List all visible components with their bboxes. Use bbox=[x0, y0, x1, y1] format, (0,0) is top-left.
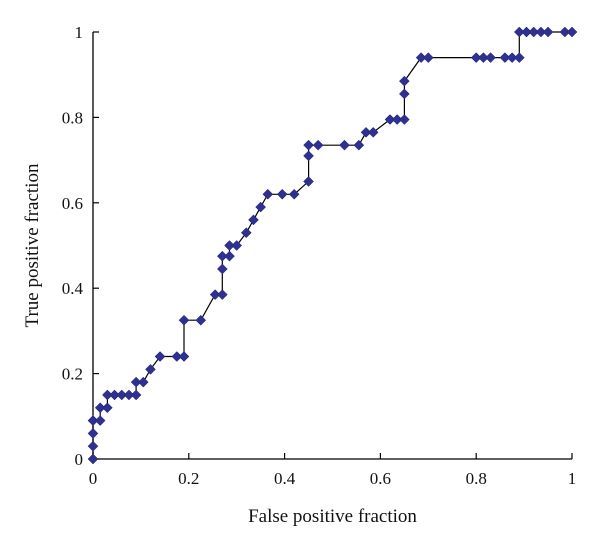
data-point-marker bbox=[102, 389, 113, 401]
data-point-marker bbox=[506, 52, 518, 63]
data-point-marker bbox=[566, 26, 578, 38]
data-point-marker bbox=[415, 52, 427, 63]
data-point-marker bbox=[353, 139, 365, 151]
data-point-marker bbox=[303, 139, 314, 151]
data-point-marker bbox=[87, 415, 99, 426]
x-tick-label: 1 bbox=[568, 469, 577, 488]
data-point-marker bbox=[130, 389, 142, 401]
data-point-marker bbox=[94, 415, 106, 426]
x-axis-title: False positive fraction bbox=[248, 506, 417, 527]
data-point-marker bbox=[470, 52, 482, 63]
data-point-marker bbox=[312, 139, 324, 151]
y-tick-label: 0.4 bbox=[62, 279, 84, 298]
series-group bbox=[87, 26, 578, 465]
data-point-marker bbox=[513, 52, 525, 63]
data-point-marker bbox=[109, 389, 120, 401]
data-point-marker bbox=[542, 26, 554, 38]
y-tick-label: 0 bbox=[75, 450, 84, 469]
data-point-marker bbox=[216, 263, 228, 275]
data-point-marker bbox=[231, 240, 243, 251]
data-point-marker bbox=[478, 52, 489, 63]
x-tick-label: 0.6 bbox=[370, 469, 391, 488]
data-point-marker bbox=[303, 176, 314, 187]
data-point-marker bbox=[224, 250, 235, 262]
data-point-marker bbox=[303, 150, 314, 162]
data-point-marker bbox=[145, 363, 156, 375]
data-point-marker bbox=[224, 240, 235, 251]
data-point-marker bbox=[398, 75, 410, 87]
data-point-marker bbox=[94, 402, 106, 414]
data-point-marker bbox=[123, 389, 135, 401]
data-point-marker bbox=[240, 227, 252, 239]
data-point-marker bbox=[262, 188, 274, 200]
data-point-marker bbox=[87, 428, 99, 439]
data-point-marker bbox=[137, 376, 149, 388]
data-point-marker bbox=[255, 201, 267, 213]
data-point-marker bbox=[391, 114, 403, 125]
data-point-marker bbox=[154, 351, 166, 362]
y-tick-label: 0.2 bbox=[62, 365, 83, 384]
x-tick-label: 0.8 bbox=[466, 469, 487, 488]
data-point-marker bbox=[116, 389, 128, 401]
y-tick-label: 1 bbox=[75, 23, 84, 42]
data-point-marker bbox=[367, 126, 379, 138]
data-point-marker bbox=[87, 440, 99, 452]
roc-curve-line bbox=[92, 31, 572, 459]
data-point-marker bbox=[178, 351, 190, 362]
data-point-marker bbox=[171, 351, 183, 362]
data-point-marker bbox=[130, 376, 142, 388]
data-point-marker bbox=[216, 250, 228, 262]
data-point-marker bbox=[209, 289, 221, 300]
data-point-marker bbox=[485, 52, 496, 63]
data-point-marker bbox=[521, 26, 532, 38]
y-tick-label: 0.6 bbox=[62, 194, 83, 213]
data-point-marker bbox=[528, 26, 540, 38]
data-point-marker bbox=[178, 314, 190, 326]
data-point-marker bbox=[195, 314, 207, 326]
data-point-marker bbox=[398, 114, 410, 125]
data-point-marker bbox=[513, 26, 525, 38]
data-point-marker bbox=[248, 214, 259, 226]
data-point-marker bbox=[535, 26, 547, 38]
data-point-marker bbox=[559, 26, 571, 38]
data-point-marker bbox=[422, 52, 434, 63]
data-point-marker bbox=[87, 453, 99, 465]
data-point-marker bbox=[288, 188, 300, 200]
y-tick-label: 0.8 bbox=[62, 108, 83, 127]
axes bbox=[92, 32, 572, 460]
data-point-marker bbox=[339, 139, 350, 151]
data-point-marker bbox=[276, 188, 288, 200]
data-point-marker bbox=[102, 402, 113, 414]
x-tick-label: 0.4 bbox=[274, 469, 296, 488]
data-point-marker bbox=[398, 88, 410, 100]
data-point-marker bbox=[384, 114, 396, 125]
data-point-marker bbox=[499, 52, 511, 63]
x-tick-label: 0 bbox=[89, 469, 98, 488]
ticks: 0 0.2 0.4 0.6 0.8 1 0 0.2 0.4 0.6 0.8 1 bbox=[62, 23, 577, 488]
x-tick-label: 0.2 bbox=[178, 469, 199, 488]
data-point-marker bbox=[216, 289, 228, 300]
y-axis-title: True positive fraction bbox=[22, 163, 43, 327]
data-point-marker bbox=[360, 126, 372, 138]
